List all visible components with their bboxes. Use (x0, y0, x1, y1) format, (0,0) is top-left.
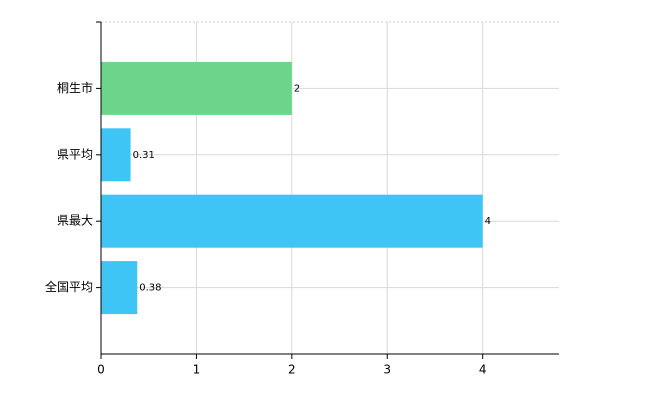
bar (101, 194, 483, 248)
x-tick-label: 3 (383, 363, 391, 377)
y-tick-label: 全国平均 (45, 279, 93, 294)
x-tick-label: 4 (479, 363, 487, 377)
bar (101, 61, 292, 115)
x-tick-label: 0 (97, 363, 105, 377)
y-tick-label: 県最大 (57, 214, 93, 228)
bar (101, 128, 131, 182)
value-label: 0.38 (139, 283, 161, 294)
bar (101, 261, 138, 315)
y-tick-label: 桐生市 (57, 80, 93, 95)
y-tick-label: 県平均 (57, 147, 93, 161)
x-tick-label: 1 (193, 363, 201, 377)
x-tick-label: 2 (288, 363, 296, 377)
value-label: 0.31 (133, 150, 155, 161)
value-label: 4 (485, 216, 491, 227)
value-label: 2 (294, 83, 300, 94)
